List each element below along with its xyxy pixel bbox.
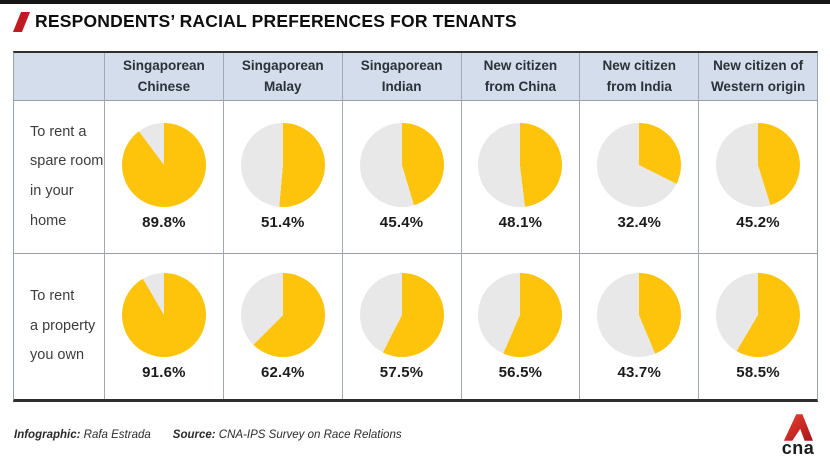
pie-value-label: 57.5% (379, 363, 424, 381)
pie-cell: 51.4% (222, 100, 342, 253)
pie-cell: 45.2% (698, 100, 817, 253)
cna-logo-text: cna (781, 438, 815, 458)
pie-value-label: 43.7% (617, 363, 662, 381)
pie-cell: 56.5% (460, 253, 580, 399)
pie-cell: 48.1% (460, 100, 580, 253)
pie-cell: 91.6% (104, 253, 223, 399)
pie-value-label: 62.4% (260, 363, 305, 381)
pie-chart (359, 123, 444, 207)
pie-value-label: 45.2% (736, 214, 780, 231)
pie-chart (597, 123, 682, 207)
pie-chart (716, 272, 801, 357)
cna-accent-mark-icon (12, 11, 31, 32)
infographic-credit-label: Infographic: (14, 429, 81, 441)
pie-chart (359, 272, 444, 357)
title-row: RESPONDENTS’ RACIAL PREFERENCES FOR TENA… (12, 11, 517, 32)
column-header-singaporean-chinese: Singaporean Chinese (104, 53, 223, 100)
pie-cell: 89.8% (104, 100, 223, 253)
column-header-new-citizen-india: New citizen from India (579, 53, 699, 100)
pie-cell: 45.4% (341, 100, 461, 253)
pie-value-label: 32.4% (617, 214, 662, 231)
infographic-credit: Infographic: Rafa Estrada (14, 429, 151, 441)
pie-cell: 43.7% (579, 253, 699, 399)
pie-cell: 57.5% (341, 253, 461, 399)
pie-chart (240, 272, 325, 357)
row-label-property-own: To rent a property you own (14, 253, 104, 399)
top-border-bar (0, 0, 830, 4)
pie-chart (121, 272, 206, 357)
corner-header-cell (14, 53, 104, 100)
column-header-new-citizen-western: New citizen of Western origin (698, 53, 817, 100)
pie-cell: 58.5% (698, 253, 817, 399)
page-title: RESPONDENTS’ RACIAL PREFERENCES FOR TENA… (35, 11, 517, 31)
pie-chart (597, 272, 682, 357)
pie-value-label: 45.4% (379, 214, 424, 231)
pie-chart (240, 123, 325, 207)
footer-credits: Infographic: Rafa Estrada Source: CNA-IP… (14, 429, 402, 441)
infographic-credit-value: Rafa Estrada (80, 429, 151, 441)
pie-value-label: 89.8% (142, 214, 186, 231)
pie-value-label: 58.5% (736, 363, 780, 381)
pie-value-label: 91.6% (142, 363, 186, 381)
pie-value-label: 48.1% (498, 214, 543, 231)
pie-chart (478, 123, 563, 207)
source-credit-value: CNA-IPS Survey on Race Relations (215, 429, 402, 441)
pie-value-label: 51.4% (260, 214, 305, 231)
pie-cell: 32.4% (579, 100, 699, 253)
pie-cell: 62.4% (222, 253, 342, 399)
source-credit: Source: CNA-IPS Survey on Race Relations (173, 429, 402, 441)
preferences-table: Singaporean Chinese Singaporean Malay Si… (13, 51, 818, 402)
column-header-singaporean-indian: Singaporean Indian (341, 53, 461, 100)
column-header-singaporean-malay: Singaporean Malay (222, 53, 342, 100)
cna-logo-a-icon (783, 414, 813, 441)
cna-logo: cna (777, 414, 819, 457)
pie-chart (478, 272, 563, 357)
pie-chart (121, 123, 206, 207)
source-credit-label: Source: (172, 429, 216, 441)
pie-value-label: 56.5% (498, 363, 543, 381)
column-header-new-citizen-china: New citizen from China (460, 53, 580, 100)
row-label-spare-room: To rent a spare room in your home (14, 100, 104, 253)
pie-chart (716, 123, 801, 207)
